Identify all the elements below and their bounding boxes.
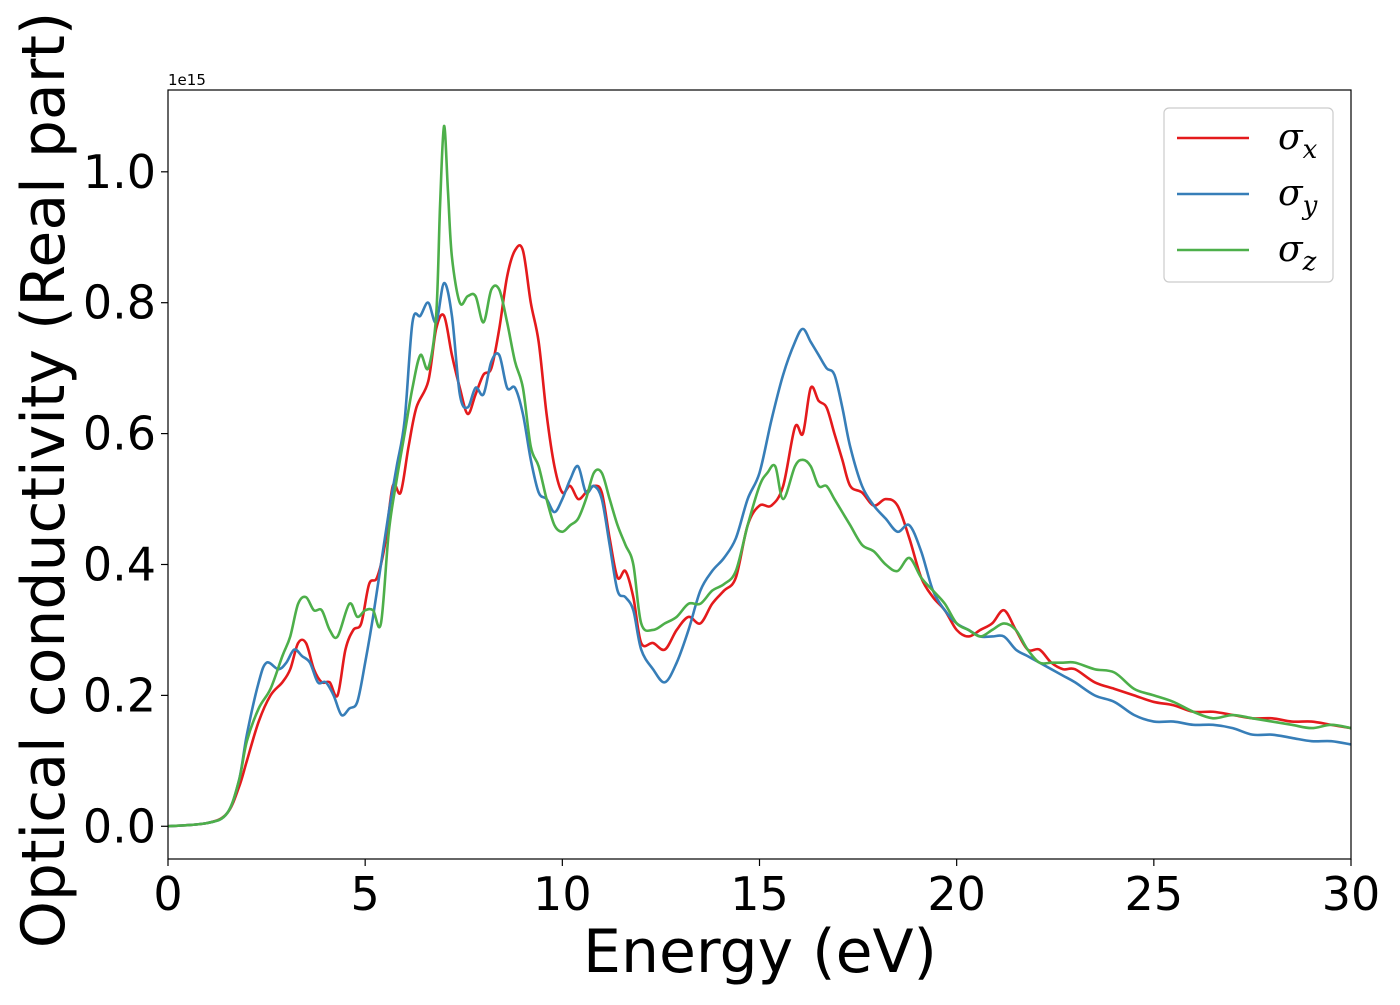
legend: σx σy σz — [1163, 107, 1334, 283]
y-offset-text: 1e15 — [168, 71, 206, 89]
series-line-y — [168, 281, 1351, 828]
series-layer — [168, 124, 1351, 828]
x-axis-label: Energy (eV) — [583, 917, 937, 987]
x-tick-label: 5 — [351, 867, 380, 921]
y-tick-label: 0.2 — [83, 668, 156, 722]
axes-layer: 0 5 10 15 20 25 30 0.0 0.2 0.4 0.6 0.8 1.0 — [83, 89, 1381, 921]
x-tick-label: 10 — [533, 867, 592, 921]
series-line-x — [168, 244, 1351, 828]
legend-label-x: σx — [1278, 117, 1318, 165]
x-tick-label: 15 — [730, 867, 789, 921]
legend-label-z: σz — [1278, 229, 1317, 277]
y-tick-label: 1.0 — [83, 145, 156, 199]
x-tick-label: 30 — [1322, 867, 1381, 921]
y-axis-label: Optical conductivity (Real part) — [9, 12, 79, 949]
x-tick-label: 20 — [927, 867, 986, 921]
x-tick-label: 25 — [1125, 867, 1184, 921]
y-tick-label: 0.8 — [83, 276, 156, 330]
x-tick-label: 0 — [153, 867, 182, 921]
y-tick-label: 0.6 — [83, 407, 156, 461]
series-line-z — [168, 124, 1351, 828]
y-tick-label: 0.4 — [83, 537, 156, 591]
y-tick-label: 0.0 — [83, 799, 156, 853]
legend-label-y: σy — [1278, 173, 1318, 221]
